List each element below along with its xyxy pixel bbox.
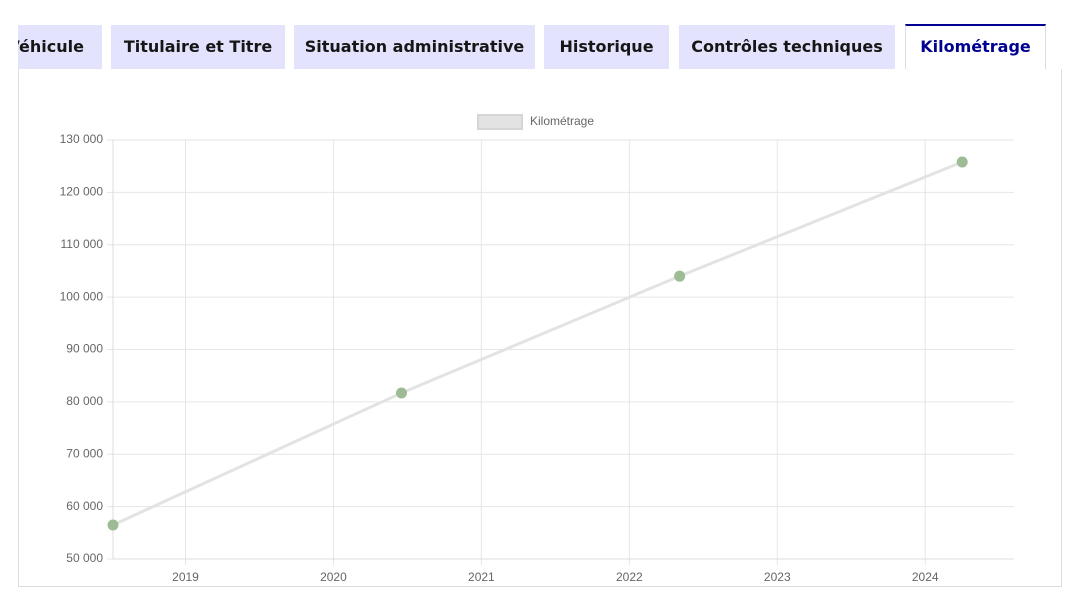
legend-swatch (477, 114, 523, 130)
y-tick-label: 130 000 (60, 132, 104, 146)
tab[interactable]: Historique (544, 25, 669, 69)
y-tick-label: 120 000 (60, 185, 104, 199)
x-tick-label: 2022 (616, 570, 643, 584)
point (674, 270, 686, 282)
x-tick-label: 2023 (764, 570, 791, 584)
tab[interactable]: Contrôles techniques (679, 25, 895, 69)
y-tick-label: 110 000 (61, 237, 104, 251)
x-tick-label: 2021 (468, 570, 495, 584)
x-tick-label: 2019 (172, 570, 199, 584)
y-tick-label: 90 000 (66, 342, 103, 356)
line (112, 160, 963, 527)
x-tick-label: 2020 (320, 570, 347, 584)
legend-label: Kilométrage (530, 114, 594, 128)
tab[interactable]: Situation administrative (294, 25, 535, 69)
point (956, 156, 968, 168)
y-tick-label: 100 000 (60, 289, 104, 303)
tab[interactable]: Kilométrage (905, 24, 1046, 69)
tab-panel (18, 69, 1062, 587)
tab[interactable]: Titulaire et Titre (111, 25, 285, 69)
y-tick-label: 70 000 (66, 446, 103, 460)
y-tick-label: 50 000 (66, 551, 103, 565)
tab[interactable]: Véhicule (18, 25, 102, 69)
y-tick-label: 60 000 (66, 499, 103, 513)
tab-clip: Véhicule (18, 25, 102, 69)
point (395, 387, 407, 399)
x-tick-label: 2024 (912, 570, 939, 584)
point (107, 519, 119, 531)
y-tick-label: 80 000 (66, 394, 103, 408)
